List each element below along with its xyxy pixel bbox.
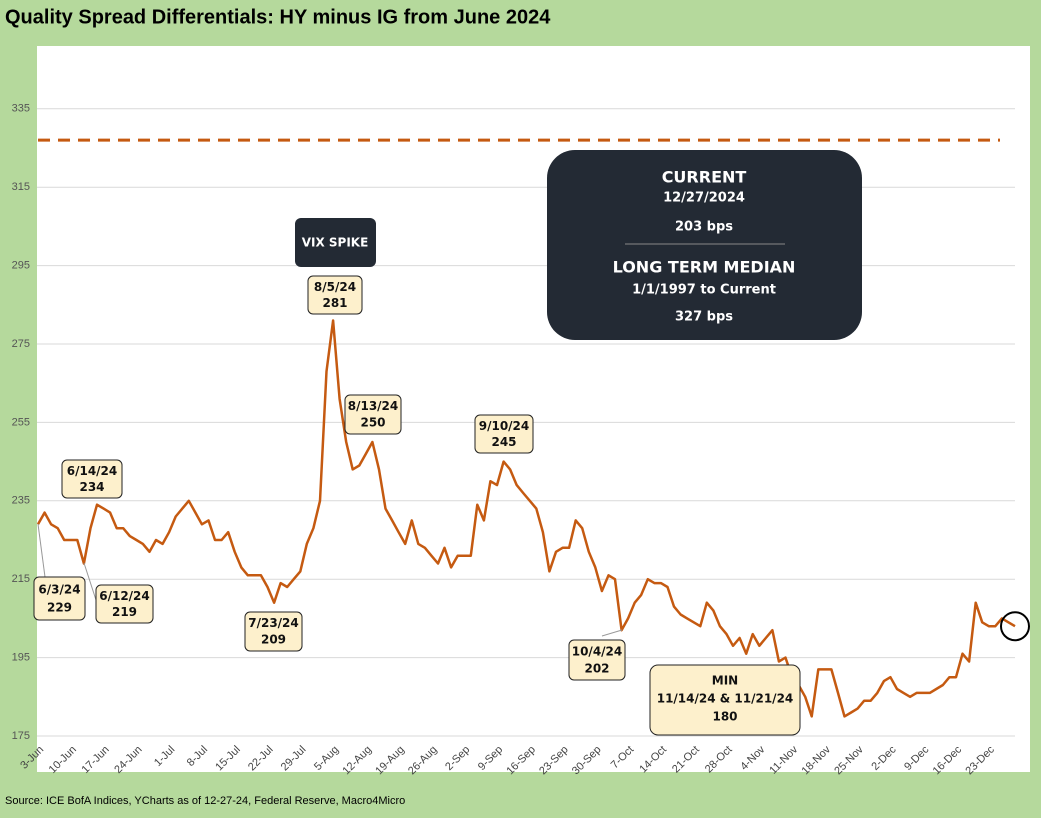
leader-line — [37, 523, 46, 578]
y-tick-label: 295 — [12, 260, 30, 272]
callout-value: 219 — [112, 605, 137, 619]
callout-date: 10/4/24 — [572, 645, 623, 659]
callout-date: 9/10/24 — [479, 419, 530, 433]
source: Source: ICE BofA Indices, YCharts as of … — [5, 795, 405, 807]
callout-date: 8/5/24 — [314, 280, 356, 294]
callout-box — [568, 639, 626, 681]
callout-box — [95, 584, 154, 624]
y-tick-label: 215 — [12, 573, 30, 585]
callout-value: 209 — [261, 633, 286, 647]
current-date: 12/27/2024 — [663, 191, 745, 206]
y-tick-label: 275 — [12, 338, 30, 350]
callout-date: 6/12/24 — [99, 589, 150, 603]
plot-area — [37, 46, 1030, 772]
callout-value: 281 — [322, 296, 347, 310]
median-value: 327 bps — [675, 310, 733, 325]
min-value: 180 — [712, 710, 737, 724]
callout-box — [244, 611, 303, 652]
callout-box — [344, 394, 402, 435]
callout-value: 229 — [47, 600, 72, 614]
current-title: CURRENT — [662, 168, 747, 187]
info-box: CURRENT 12/27/2024 203 bps LONG TERM MED… — [547, 150, 862, 340]
min-box — [649, 664, 801, 736]
current-value: 203 bps — [675, 220, 733, 235]
y-tick-label: 235 — [12, 495, 30, 507]
min-dates: 11/14/24 & 11/21/24 — [657, 692, 794, 706]
series-line — [36, 319, 1016, 718]
callout-date: 7/23/24 — [248, 616, 299, 630]
callout-date: 6/3/24 — [38, 582, 80, 596]
info-box-bg — [547, 150, 862, 340]
callout-value: 245 — [491, 435, 516, 449]
median-period: 1/1/1997 to Current — [632, 283, 776, 298]
event-box-bg — [295, 218, 376, 267]
y-tick-label: 315 — [12, 181, 30, 193]
callout-value: 250 — [360, 416, 385, 430]
callout-box — [61, 459, 123, 499]
min-title: MIN — [712, 674, 738, 688]
callout-date: 8/13/24 — [348, 399, 399, 413]
callout-box — [307, 275, 363, 315]
y-tick-label: 335 — [12, 103, 30, 115]
current-marker — [1000, 611, 1030, 642]
callout-box — [33, 576, 86, 621]
y-tick-label: 175 — [12, 730, 30, 742]
chart-title: Quality Spread Differentials: HY minus I… — [5, 6, 551, 28]
callout-value: 202 — [584, 661, 609, 675]
y-tick-label: 195 — [12, 652, 30, 664]
median-title: LONG TERM MEDIAN — [613, 258, 796, 277]
event-label: VIX SPIKE — [302, 236, 369, 250]
callout-date: 6/14/24 — [67, 464, 118, 478]
event-box: VIX SPIKE — [295, 218, 376, 267]
leader-line — [601, 629, 623, 637]
leader-line — [83, 562, 97, 601]
callout-box — [474, 414, 534, 454]
y-tick-label: 255 — [12, 416, 30, 428]
callout-value: 234 — [79, 480, 104, 494]
